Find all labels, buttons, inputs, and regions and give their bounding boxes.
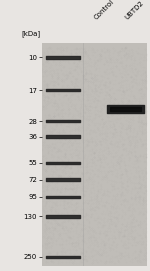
Text: Control: Control — [93, 0, 116, 21]
Text: UBTD2: UBTD2 — [124, 0, 145, 21]
Text: [kDa]: [kDa] — [22, 30, 41, 37]
